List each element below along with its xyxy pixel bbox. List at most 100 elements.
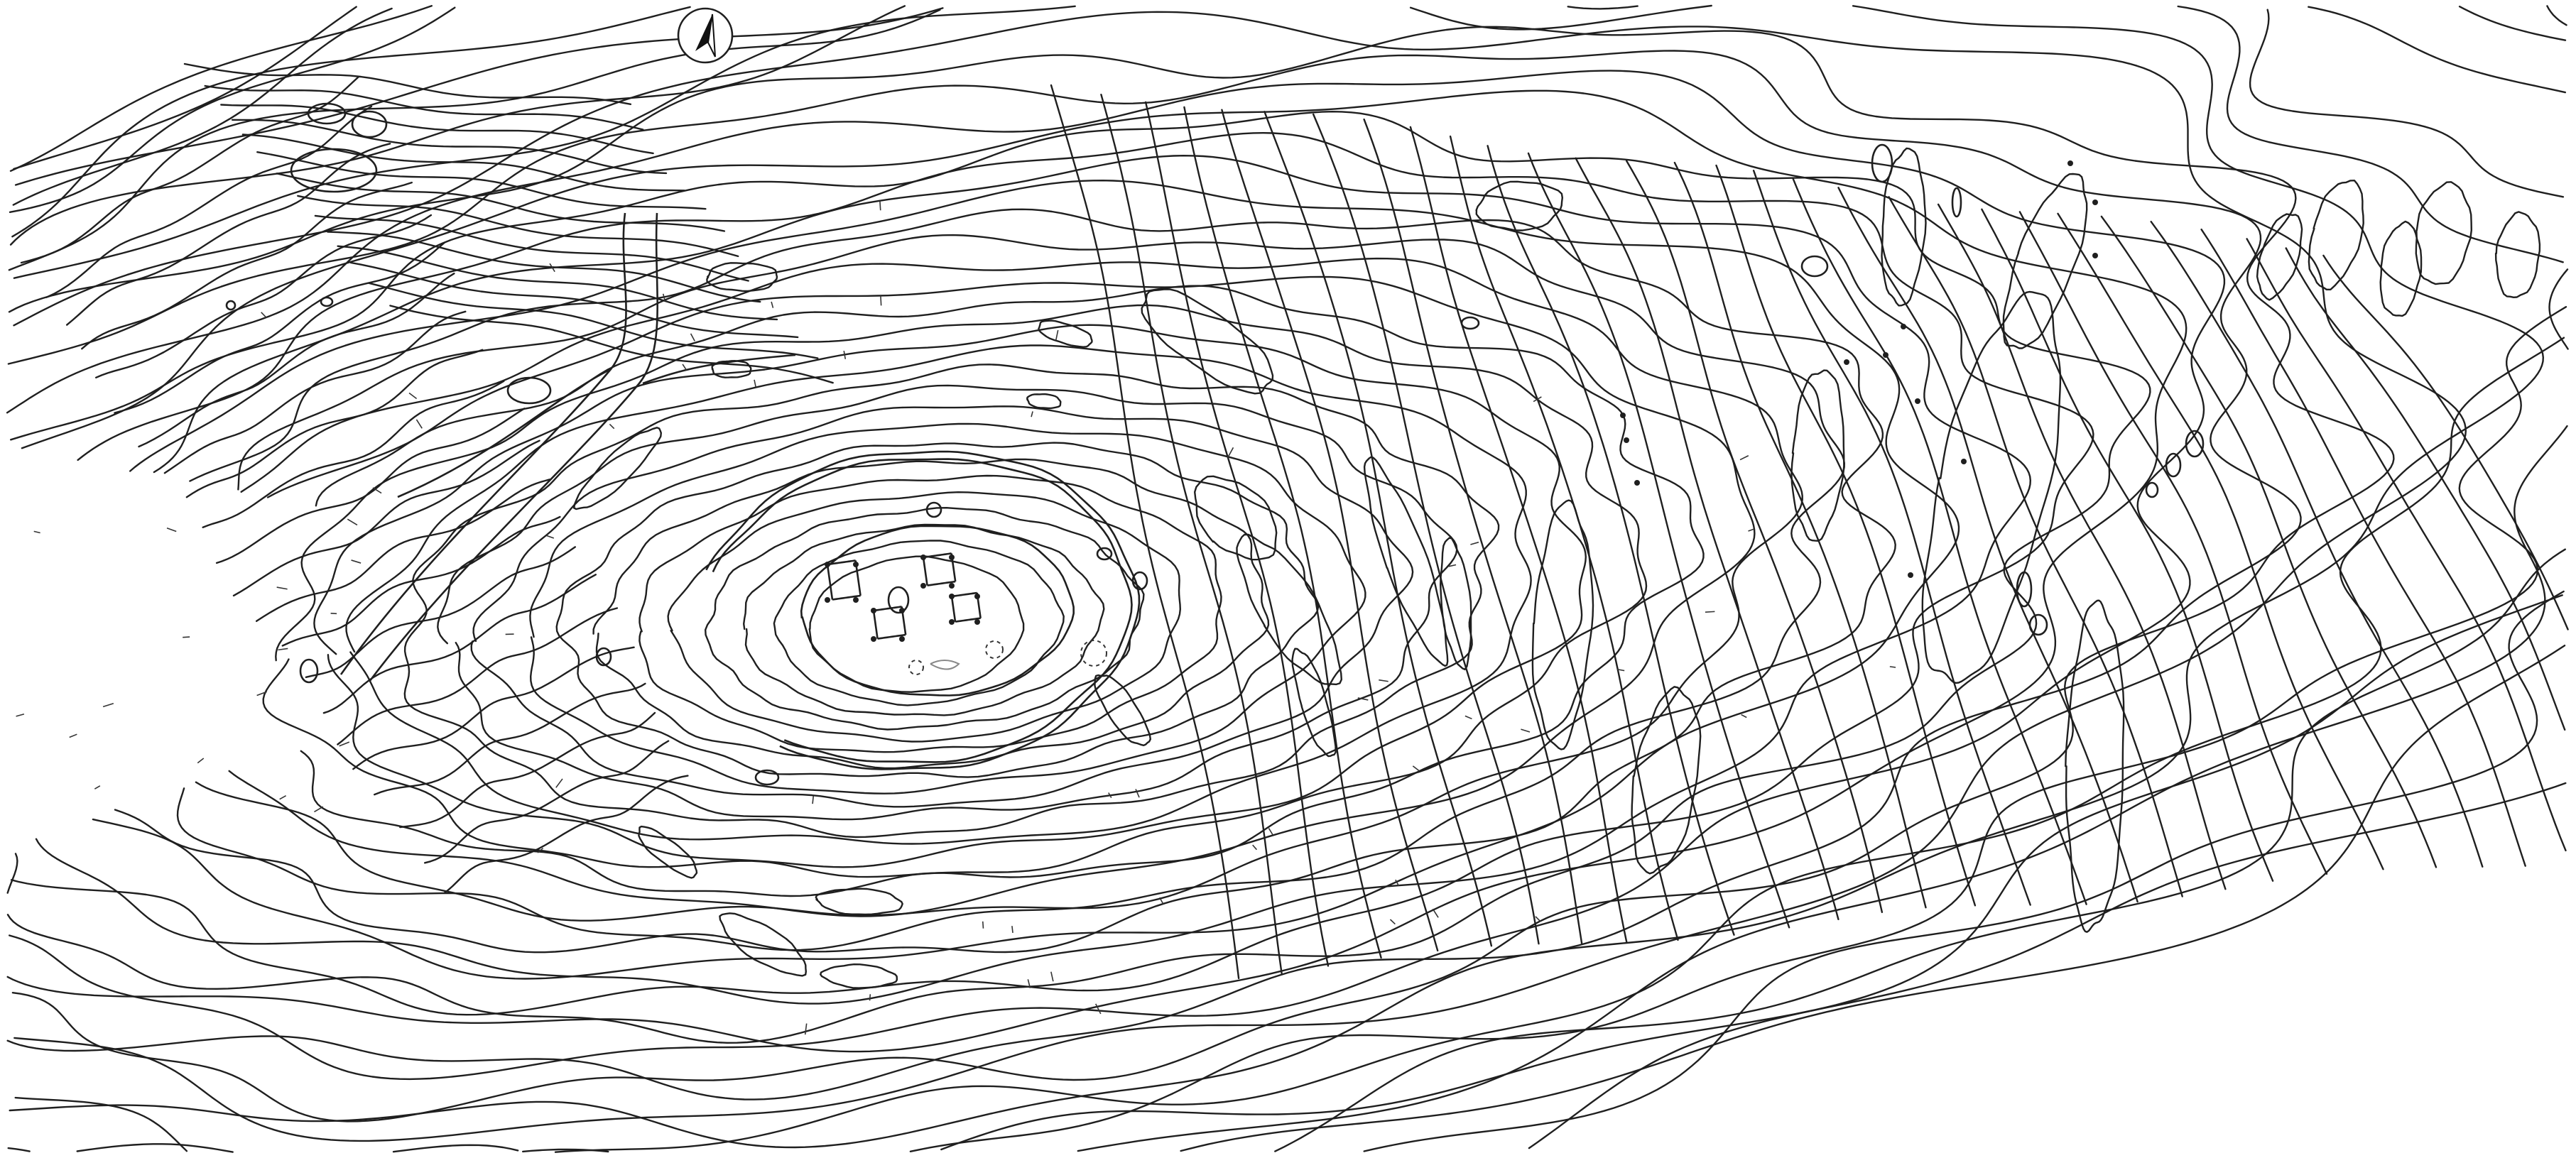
contour-line	[1144, 101, 1330, 967]
terrace-oval	[815, 887, 903, 916]
hachure-tick	[1535, 916, 1541, 922]
hachure-tick	[372, 487, 382, 494]
rock-outcrop	[1871, 143, 1893, 183]
find-dot	[1915, 398, 1920, 404]
contour-line	[2308, 6, 2566, 94]
contour-line	[743, 523, 1105, 716]
rock-outcrop	[2028, 613, 2048, 636]
contour-line	[2200, 229, 2526, 867]
rock-outcrop	[225, 300, 237, 311]
hachure-tick	[555, 778, 563, 788]
hachure-tick	[754, 379, 757, 388]
contour-line	[45, 105, 373, 298]
contour-line	[327, 231, 761, 303]
contour-line	[228, 275, 1756, 917]
contour-line	[638, 474, 1222, 753]
terrace-oval	[1141, 288, 1274, 395]
contour-line	[9, 4, 433, 172]
summit-plateau	[800, 525, 1075, 697]
contour-line	[220, 104, 654, 155]
terrace-oval	[1531, 499, 1594, 750]
find-dot	[1634, 480, 1640, 486]
hachure-tick	[1616, 668, 1625, 672]
posthole	[949, 619, 955, 625]
contour-line	[424, 740, 670, 864]
contour-line	[262, 304, 1648, 878]
contour-line	[195, 257, 1803, 922]
hachure-tick	[1739, 455, 1749, 461]
terrace-oval	[1475, 180, 1563, 231]
posthole	[853, 597, 859, 603]
contour-line	[1363, 118, 1583, 944]
contour-line	[183, 62, 632, 105]
contour-line	[14, 7, 944, 186]
contour-line	[403, 364, 1500, 839]
contour-line	[10, 132, 2094, 1016]
posthole	[949, 555, 955, 560]
posthole	[974, 594, 980, 599]
find-dot	[2092, 200, 2098, 205]
terrace-oval	[573, 427, 662, 510]
contour-line	[2246, 238, 2567, 852]
posthole	[974, 619, 980, 625]
contour-line	[337, 607, 619, 745]
contour-line	[9, 6, 456, 213]
contour-line	[1100, 94, 1283, 974]
contour-line	[1274, 548, 2566, 1152]
find-dot	[1901, 324, 1906, 329]
hachure-tick	[276, 586, 288, 590]
terrace-lobe	[1921, 290, 2062, 684]
contour-line	[313, 324, 1587, 868]
pit-outline	[908, 660, 924, 675]
contour-line	[6, 111, 2151, 1044]
terrace-lobe	[2256, 213, 2303, 301]
hachure-tick	[183, 636, 190, 638]
hachure-tick	[1227, 447, 1234, 458]
terrace-oval	[719, 912, 807, 977]
find-dot	[2092, 253, 2098, 258]
contour-line	[1449, 135, 1679, 941]
rock-outcrop	[754, 769, 780, 786]
terrace-lobe	[1881, 147, 1927, 307]
contour-line	[8, 9, 941, 271]
contour-line	[437, 384, 1458, 821]
contour-line	[909, 306, 2567, 1152]
contour-line	[256, 479, 551, 622]
contour-line	[337, 245, 778, 321]
hachure-tick	[1011, 926, 1013, 934]
contour-line	[281, 515, 561, 647]
contour-line	[352, 646, 635, 770]
hachure-tick	[537, 848, 544, 853]
contour-line	[7, 1147, 31, 1152]
hachure-tick	[1031, 411, 1033, 417]
hachure-tick	[804, 1023, 808, 1035]
contour-line	[705, 507, 1145, 731]
terrace-oval	[638, 825, 698, 879]
posthole	[871, 636, 876, 642]
contour-line	[185, 349, 484, 498]
contour-line	[11, 6, 691, 238]
terrace-lobe	[2002, 173, 2088, 349]
contour-line	[555, 442, 1320, 778]
contour-line	[2018, 211, 2328, 875]
contour-line	[138, 273, 455, 448]
contour-line	[2249, 9, 2565, 198]
contour-line	[204, 84, 644, 131]
contour-line	[13, 6, 357, 170]
terrace-oval	[706, 262, 778, 293]
hachure-tick	[415, 419, 423, 429]
posthole	[899, 636, 905, 642]
enclosure-wall	[705, 450, 1141, 770]
hachure-tick	[94, 785, 101, 790]
contour-line	[1981, 208, 2274, 882]
contour-line	[14, 1096, 188, 1152]
hachure-tick	[843, 351, 847, 359]
pit-outline	[985, 640, 1004, 659]
contour-line	[300, 285, 1705, 897]
rock-outcrop	[506, 376, 552, 405]
contour-line	[374, 682, 646, 796]
contour-line	[667, 491, 1181, 743]
terrace-lobe	[2415, 181, 2472, 285]
contour-line	[13, 5, 1076, 279]
